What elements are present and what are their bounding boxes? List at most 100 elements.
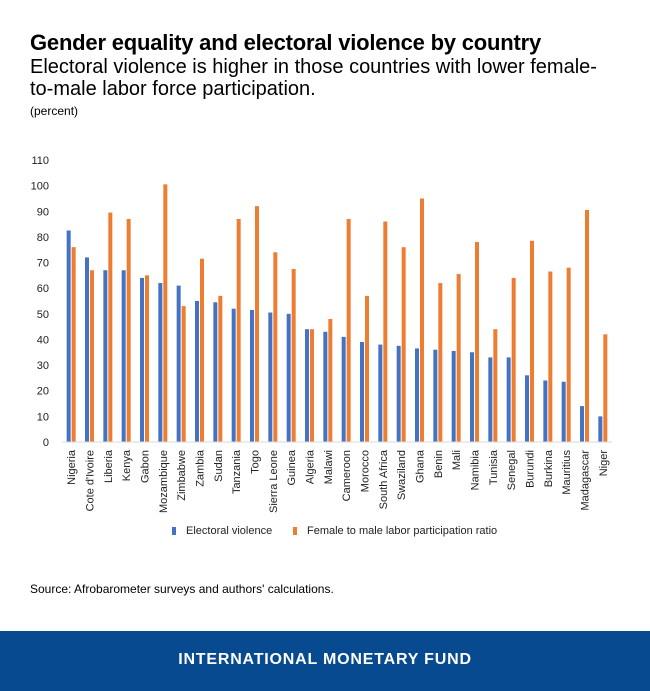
x-tick-label: Nigeria	[66, 449, 78, 485]
bar-labor-participation	[585, 209, 589, 442]
bar-labor-participation	[71, 247, 76, 442]
x-tick-label: Benin	[433, 450, 445, 478]
unit-label: (percent)	[30, 104, 79, 118]
bar-electoral-violence	[360, 342, 364, 442]
legend-label: Female to male labor participation ratio	[307, 525, 497, 537]
bar-electoral-violence	[305, 329, 309, 442]
bar-electoral-violence	[268, 312, 273, 442]
bar-electoral-violence	[250, 309, 254, 442]
source-note: Source: Afrobarometer surveys and author…	[30, 582, 334, 596]
bar-labor-participation	[566, 267, 571, 442]
x-tick-label: Morocco	[360, 450, 372, 492]
x-tick-label: Tanzania	[231, 449, 243, 494]
bar-electoral-violence	[378, 344, 383, 442]
bar-labor-participation	[401, 247, 406, 442]
y-tick-label: 110	[31, 155, 49, 167]
x-tick-label: Niger	[598, 450, 610, 477]
x-tick-label: Zambia	[195, 449, 207, 487]
chart-subtitle: Electoral violence is higher in those co…	[30, 56, 597, 100]
bar-electoral-violence	[195, 301, 199, 442]
x-tick-label: Namibia	[470, 449, 482, 490]
bar-electoral-violence	[415, 348, 419, 442]
bar-electoral-violence	[561, 381, 566, 442]
bar-chart: 0 10 20 30 40 50 60 70 80 90 100 110 Nigeria Cote d'…	[31, 155, 612, 537]
y-tick-label: 60	[37, 283, 49, 295]
x-tick-label: Swaziland	[396, 450, 408, 500]
bar-electoral-violence	[140, 277, 144, 442]
y-tick-label: 30	[37, 360, 49, 372]
x-tick-label: Algeria	[305, 449, 317, 484]
bar-labor-participation	[365, 295, 369, 442]
bar-labor-participation	[255, 206, 259, 442]
bar-labor-participation	[163, 184, 168, 442]
bar-electoral-violence	[176, 285, 181, 442]
bar-electoral-violence	[451, 350, 456, 442]
x-axis: Nigeria Cote d'Ivoire Liberia Kenya Gabon Moz…	[66, 449, 610, 513]
y-tick-label: 90	[37, 206, 49, 218]
y-tick-label: 20	[37, 386, 49, 398]
bar-electoral-violence	[598, 416, 603, 442]
x-tick-label: Kenya	[121, 449, 133, 481]
bar-electoral-violence	[121, 270, 126, 442]
y-tick-label: 100	[31, 181, 49, 193]
chart-title: Gender equality and electoral violence b…	[30, 30, 542, 55]
x-tick-label: Burundi	[525, 450, 537, 488]
x-tick-label: Mozambique	[158, 450, 170, 513]
bar-labor-participation	[548, 271, 553, 442]
x-tick-label: Mali	[451, 450, 463, 470]
bar-labor-participation	[493, 329, 498, 442]
x-tick-label: South Africa	[378, 449, 390, 509]
bar-labor-participation	[200, 258, 204, 442]
legend: Electoral violence Female to male labor p…	[172, 525, 497, 537]
bar-electoral-violence	[506, 357, 511, 442]
bar-electoral-violence	[488, 357, 493, 442]
x-tick-label: Zimbabwe	[176, 450, 188, 501]
bar-labor-participation	[530, 240, 534, 442]
bar-labor-participation	[108, 212, 113, 442]
x-tick-label: Malawi	[323, 450, 335, 484]
bar-electoral-violence	[433, 349, 438, 442]
bar-electoral-violence	[543, 380, 548, 442]
bar-electoral-violence	[396, 345, 401, 442]
footer-bar: INTERNATIONAL MONETARY FUND	[0, 631, 650, 691]
bar-labor-participation	[383, 221, 388, 442]
bar-labor-participation	[273, 252, 278, 442]
x-tick-label: Mauritius	[561, 450, 573, 495]
bar-labor-participation	[511, 277, 516, 442]
bar-labor-participation	[126, 218, 131, 442]
bar-labor-participation	[328, 318, 333, 442]
bar-electoral-violence	[213, 302, 218, 442]
bar-electoral-violence	[66, 230, 71, 442]
x-tick-label: Cameroon	[341, 450, 353, 501]
bar-labor-participation	[475, 242, 479, 442]
x-tick-label: Guinea	[286, 449, 298, 485]
bar-electoral-violence	[470, 352, 474, 442]
x-tick-label: Liberia	[103, 449, 115, 483]
bar-labor-participation	[236, 218, 241, 442]
x-tick-label: Madagascar	[580, 450, 592, 511]
y-axis: 0 10 20 30 40 50 60 70 80 90 100 110	[31, 155, 49, 449]
bar-electoral-violence	[525, 375, 529, 442]
footer-brand: INTERNATIONAL MONETARY FUND	[178, 651, 472, 668]
bar-labor-participation	[218, 295, 223, 442]
bar-labor-participation	[181, 306, 186, 442]
legend-swatch	[293, 527, 297, 535]
legend-label: Electoral violence	[186, 525, 272, 537]
y-tick-label: 0	[43, 437, 49, 449]
x-tick-label: Tunisia	[488, 449, 500, 485]
bar-electoral-violence	[323, 331, 328, 442]
legend-swatch	[172, 527, 176, 535]
bar-electoral-violence	[580, 406, 584, 442]
x-tick-label: Sudan	[213, 450, 225, 482]
y-tick-label: 50	[37, 309, 49, 321]
bar-labor-participation	[310, 329, 314, 442]
bar-electoral-violence	[231, 308, 236, 442]
bar-labor-participation	[90, 270, 94, 442]
bar-labor-participation	[456, 274, 461, 442]
bar-labor-participation	[420, 198, 424, 442]
bar-electoral-violence	[103, 270, 108, 442]
x-tick-label: Senegal	[506, 450, 518, 490]
bar-electoral-violence	[158, 283, 163, 442]
y-tick-label: 40	[37, 334, 49, 346]
x-tick-label: Gabon	[140, 450, 152, 483]
